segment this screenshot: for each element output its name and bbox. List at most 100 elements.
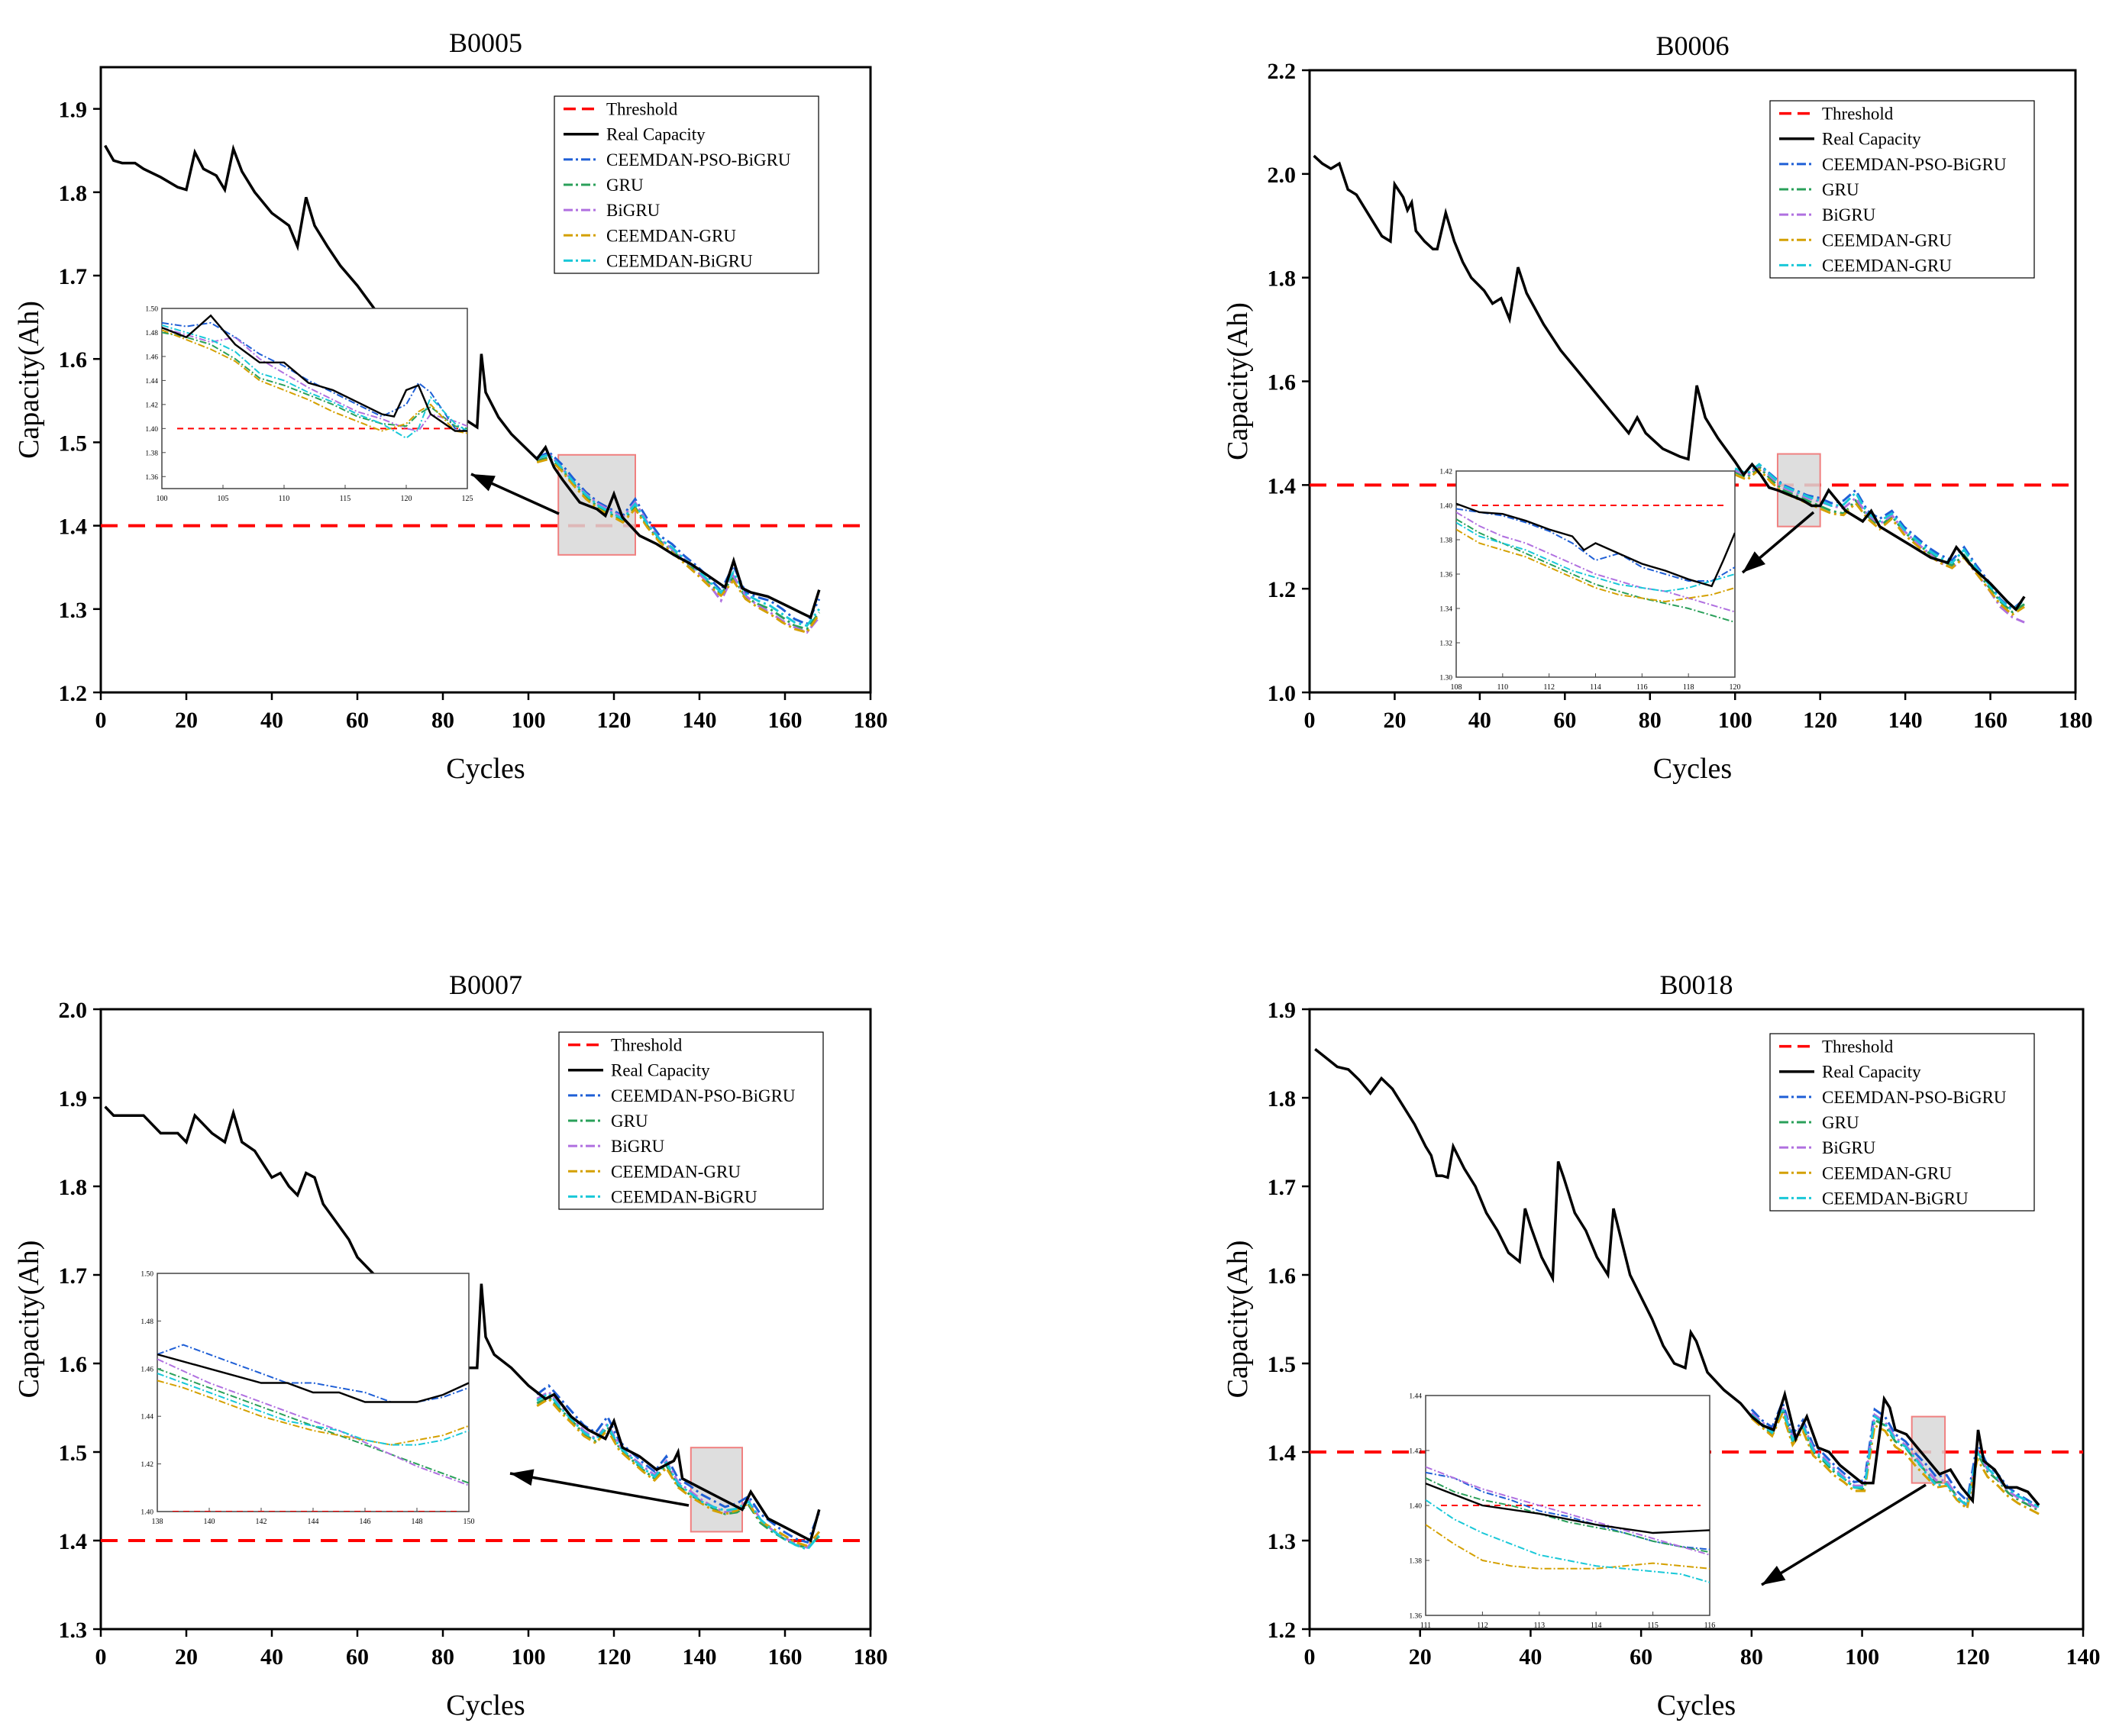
inset-zoom-chart: 138 140 142 144 146 148 150 1.40 1.42 1.44 1.46 1.4… [141,1271,474,1527]
series-bigru [1750,1402,2040,1510]
legend-label: Threshold [1822,105,1894,124]
y-tick-label: 1.2 [1268,577,1297,602]
chart-title: B0018 [1659,970,1733,1000]
y-axis-label: Capacity(Ah) [1222,1241,1254,1399]
inset-series-bigru [1456,511,1735,613]
x-tick-label: 20 [1409,1644,1432,1670]
x-tick-label: 0 [95,708,107,733]
x-tick-label: 120 [597,1644,632,1670]
legend-label: Real Capacity [1822,130,1921,149]
inset-series-ceemdan-pso-bigru [1426,1471,1710,1550]
inset-y-tick-label: 1.50 [141,1271,153,1279]
inset-series-ceemdan-bigru [157,1373,469,1446]
chart-title: B0007 [449,970,522,1000]
x-tick-label: 80 [1740,1644,1763,1670]
legend-label: CEEMDAN-PSO-BiGRU [611,1086,796,1105]
inset-y-tick-label: 1.40 [1409,1503,1422,1511]
inset-series-bigru [157,1358,469,1486]
legend-label: GRU [606,176,644,195]
y-tick-label: 1.5 [1268,1352,1297,1377]
inset-x-tick-label: 110 [279,495,290,503]
axes-frame [99,1008,872,1631]
inset-x-tick-label: 120 [1730,683,1741,692]
legend-box [558,1031,824,1210]
y-tick-label: 1.2 [1268,1618,1297,1643]
plot-area [101,1105,871,1551]
chart-title: B0005 [449,27,522,58]
inset-x-tick-label: 111 [1420,1621,1431,1630]
x-axis-label: Cycles [1653,753,1732,785]
x-tick-label: 0 [1304,708,1316,733]
y-tick-label: 1.9 [59,98,88,123]
legend-label: GRU [1822,180,1859,199]
inset-x-tick-label: 112 [1543,683,1555,692]
inset-x-tick-label: 138 [152,1518,163,1526]
legend-label: Threshold [1822,1037,1894,1057]
legend-label: CEEMDAN-GRU [606,226,736,245]
plot-area [1310,154,2075,624]
series-ceemdan-gru [536,1397,820,1547]
inset-series-ceemdan-gru [162,329,467,434]
y-tick-label: 1.9 [59,1086,88,1112]
legend: Threshold Real Capacity CEEMDAN-PSO-BiGRU G… [1769,1033,2035,1212]
inset-series-gru [1456,518,1735,623]
legend-label: GRU [1822,1113,1859,1132]
x-tick-label: 60 [346,1644,369,1670]
x-tick-label: 80 [431,1644,454,1670]
inset-y-tick-label: 1.42 [1439,469,1452,476]
inset-y-tick-label: 1.40 [141,1509,153,1517]
inset-zoom-chart: 100 105 110 115 120 125 1.36 1.38 1.40 1.42 1.44 1.… [145,306,473,504]
y-tick-label: 1.7 [59,264,88,289]
y-tick-label: 1.4 [1268,473,1297,499]
legend-label: Threshold [606,100,678,119]
inset-y-tick-label: 1.32 [1439,641,1452,648]
series-ceemdan-pso-bigru [536,1383,821,1544]
inset-plot-area [1456,502,1735,623]
x-tick-label: 140 [1888,708,1923,733]
zoom-arrow-head [510,1469,535,1486]
inset-y-tick-label: 1.34 [1439,606,1452,614]
inset-x-tick-label: 140 [204,1518,215,1526]
x-tick-label: 40 [260,708,283,733]
y-tick-label: 2.0 [1268,163,1297,188]
x-tick-label: 20 [175,708,198,733]
inset-series-real-capacity [157,1353,469,1403]
x-tick-label: 180 [854,708,888,733]
inset-y-tick-label: 1.38 [1439,537,1452,545]
inset-x-tick-label: 112 [1477,1621,1488,1630]
y-axis-label: Capacity(Ah) [13,1241,45,1399]
inset-x-tick-label: 114 [1591,1621,1602,1630]
y-tick-label: 1.9 [1268,998,1297,1023]
x-tick-label: 120 [1803,708,1837,733]
axes-frame [99,66,872,694]
y-tick-label: 1.3 [59,598,88,623]
x-tick-label: 40 [1468,708,1491,733]
y-tick-label: 1.6 [1268,1263,1297,1289]
inset-series-gru [157,1367,469,1484]
inset-x-tick-label: 110 [1497,683,1509,692]
inset-x-tick-label: 105 [218,495,229,503]
inset-x-tick-label: 108 [1451,683,1462,692]
x-tick-label: 100 [512,1644,546,1670]
inset-x-tick-label: 100 [157,495,168,503]
series-ceemdan-gru [1750,1409,2040,1515]
inset-plot-area [162,314,467,440]
y-tick-label: 1.5 [59,1441,88,1466]
y-tick-label: 1.6 [59,1352,88,1377]
y-tick-label: 2.0 [59,998,88,1023]
x-tick-label: 80 [431,708,454,733]
legend-label: CEEMDAN-PSO-BiGRU [606,150,791,169]
legend-label: Threshold [611,1036,683,1055]
series-real-capacity [1314,1047,2040,1506]
zoom-highlight-box [557,453,637,556]
y-tick-label: 1.3 [59,1618,88,1643]
inset-y-tick-label: 1.42 [145,402,158,409]
chart-panel-b0005: B0005 0 20 40 60 80 100 120 140 160 180 1.2 1.3 1.4 1.… [13,27,888,785]
inset-x-tick-label: 120 [401,495,412,503]
legend-label: CEEMDAN-GRU [1822,231,1952,250]
legend-box [1769,1033,2035,1212]
inset-x-tick-label: 148 [412,1518,423,1526]
legend-label: CEEMDAN-PSO-BiGRU [1822,155,2007,174]
inset-y-tick-label: 1.30 [1439,675,1452,682]
